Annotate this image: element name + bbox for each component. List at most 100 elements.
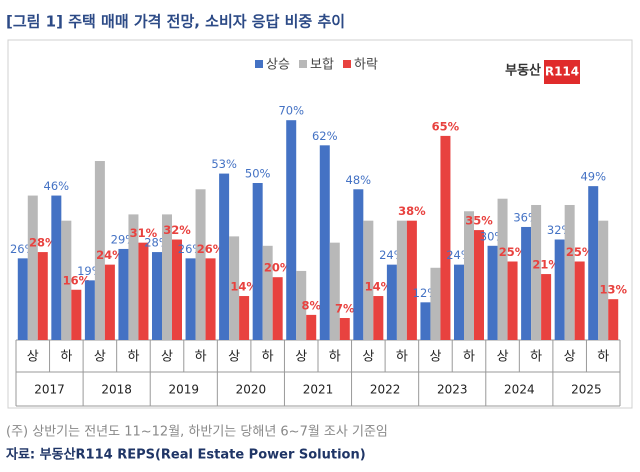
data-label: 24% — [96, 248, 124, 262]
bar — [474, 230, 484, 340]
data-label: 35% — [465, 214, 493, 228]
bar — [487, 245, 498, 340]
bar — [554, 239, 565, 340]
bar — [239, 296, 250, 340]
bar — [61, 220, 72, 340]
data-label: 70% — [278, 104, 304, 118]
bar — [152, 252, 162, 340]
bar — [138, 242, 149, 340]
logo-badge — [544, 60, 580, 84]
year-label: 2022 — [370, 383, 401, 397]
year-label: 2017 — [34, 383, 65, 397]
bar — [564, 204, 575, 340]
bar — [185, 258, 196, 340]
bar — [118, 248, 129, 340]
legend-label: 상승 — [266, 58, 290, 73]
data-label: 25% — [566, 245, 594, 259]
data-label: 53% — [211, 157, 237, 171]
legend-swatch — [299, 60, 307, 68]
bar — [363, 220, 374, 340]
bar — [373, 296, 384, 340]
bar — [608, 299, 619, 340]
x-tick-label: 상 — [362, 350, 374, 365]
bar — [229, 236, 240, 340]
bar — [497, 198, 508, 340]
bar — [430, 267, 441, 340]
source: 자료: 부동산R114 REPS(Real Estate Power Solut… — [6, 447, 366, 463]
bar — [128, 214, 139, 340]
x-tick-label: 상 — [94, 350, 106, 365]
x-tick-label: 상 — [429, 350, 441, 365]
data-label: 48% — [346, 173, 372, 187]
data-label: 14% — [365, 280, 393, 294]
year-label: 2025 — [571, 383, 602, 397]
x-tick-label: 상 — [27, 350, 39, 365]
bar — [440, 135, 451, 340]
bar — [104, 264, 115, 340]
x-tick-label: 상 — [564, 350, 576, 365]
x-tick-label: 상 — [295, 350, 307, 365]
x-tick-label: 상 — [161, 350, 173, 365]
data-label: 16% — [63, 273, 91, 287]
year-label: 2018 — [101, 383, 132, 397]
data-label: 8% — [301, 298, 321, 312]
bar — [319, 145, 330, 340]
bar — [406, 220, 417, 340]
bar — [521, 226, 532, 340]
data-label: 25% — [499, 245, 527, 259]
x-tick-label: 하 — [530, 350, 542, 365]
bar — [219, 173, 230, 340]
bar — [162, 214, 172, 340]
bar — [386, 264, 397, 340]
x-tick-label: 하 — [262, 350, 274, 365]
bar — [541, 274, 552, 340]
x-tick-label: 하 — [329, 350, 341, 365]
year-label: 2019 — [169, 383, 200, 397]
bar — [339, 318, 350, 340]
data-label: 62% — [312, 129, 338, 143]
legend-swatch — [255, 60, 263, 68]
bar — [37, 252, 48, 340]
bar — [262, 245, 273, 340]
data-label: 21% — [532, 258, 560, 272]
bar — [51, 195, 62, 340]
data-label: 28% — [29, 236, 57, 250]
x-tick-label: 상 — [228, 350, 240, 365]
note: (주) 상반기는 전년도 11~12월, 하반기는 당해년 6~7월 조사 기준… — [6, 425, 388, 440]
year-label: 2024 — [504, 383, 535, 397]
bar — [353, 189, 364, 340]
legend-label: 보합 — [310, 58, 334, 73]
data-label: 32% — [163, 223, 191, 237]
bar — [306, 314, 317, 340]
bar — [252, 183, 263, 340]
x-tick-label: 상 — [497, 350, 509, 365]
bar — [396, 220, 407, 340]
chart-frame — [7, 39, 633, 409]
logo-badge-text: R114 — [545, 65, 579, 79]
data-label: 14% — [230, 280, 258, 294]
bar — [507, 261, 518, 340]
x-tick-label: 하 — [463, 350, 475, 365]
legend-label: 하락 — [354, 58, 378, 73]
bar — [84, 280, 95, 340]
bar — [588, 186, 599, 340]
data-label: 31% — [130, 226, 158, 240]
bar — [272, 277, 283, 340]
chart-title: [그림 1] 주택 매매 가격 전망, 소비자 응답 비중 추이 — [6, 13, 345, 31]
year-label: 2021 — [303, 383, 334, 397]
bar — [205, 258, 216, 340]
data-label: 26% — [197, 242, 225, 256]
x-tick-label: 하 — [396, 350, 408, 365]
data-label: 13% — [599, 283, 627, 297]
x-tick-label: 하 — [195, 350, 207, 365]
data-label: 20% — [264, 261, 292, 275]
bar — [454, 264, 464, 340]
bar — [286, 120, 297, 340]
bar — [71, 289, 82, 340]
bar — [531, 204, 542, 340]
year-label: 2023 — [437, 383, 468, 397]
x-tick-label: 하 — [60, 350, 72, 365]
bar — [27, 195, 38, 340]
